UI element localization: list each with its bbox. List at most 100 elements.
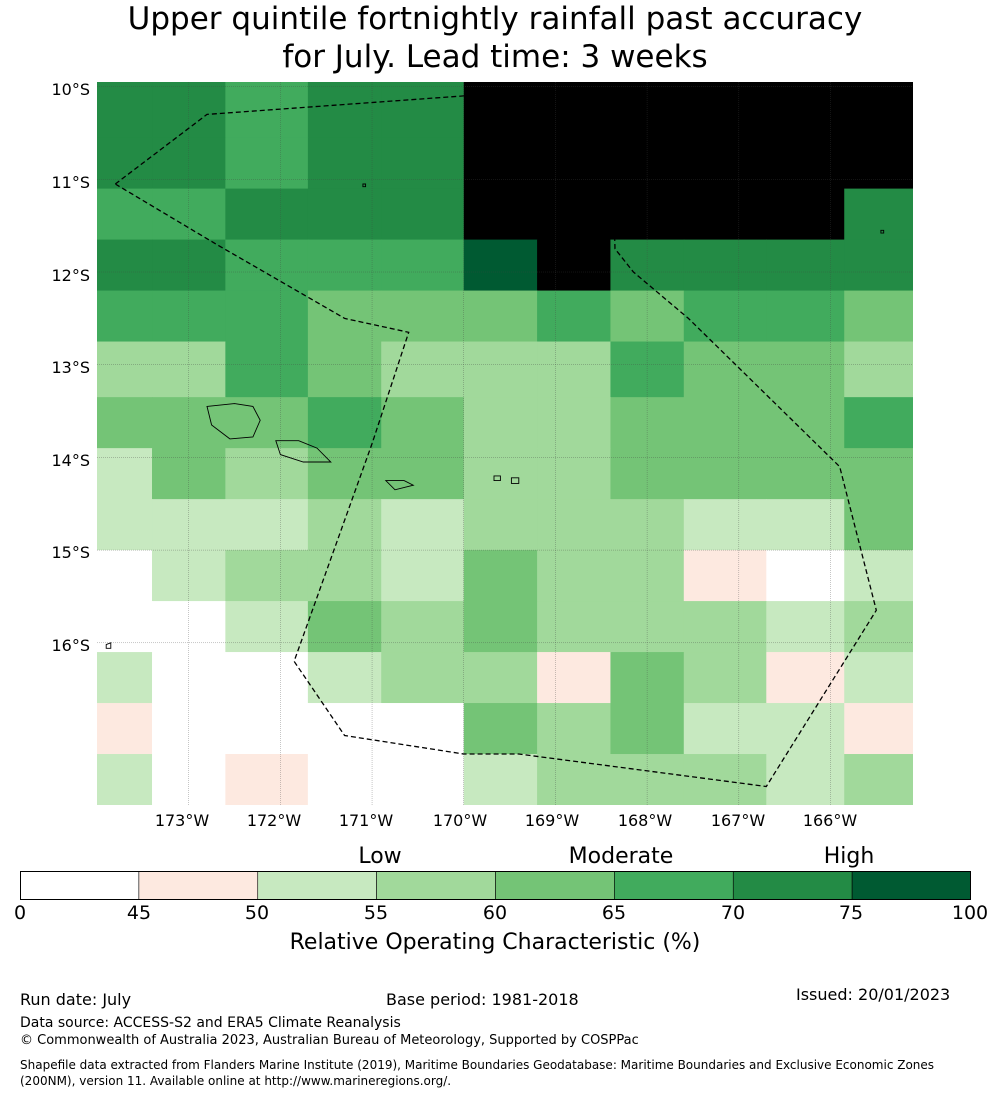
grid-cell	[307, 448, 382, 500]
grid-cell	[307, 290, 382, 343]
colorbar-segment	[732, 871, 853, 900]
lat-tick-15s: 15°S	[51, 543, 90, 562]
grid-cell	[537, 754, 612, 805]
eez-boundary	[114, 90, 877, 788]
grid-cell	[537, 188, 612, 241]
grid-cell	[97, 448, 153, 500]
grid-cell	[683, 550, 767, 602]
grid-cell	[225, 341, 309, 398]
grid-cell	[381, 341, 465, 398]
colorbar-title: Relative Operating Characteristic (%)	[289, 930, 701, 955]
grid-cell	[463, 448, 538, 500]
grid-cell	[463, 290, 538, 343]
lat-tick-10s: 10°S	[51, 80, 90, 99]
grid-cell	[844, 397, 913, 449]
grid-cell	[766, 290, 845, 343]
grid-cell	[225, 137, 309, 190]
grid-cell	[381, 137, 465, 190]
grid-cell	[683, 137, 767, 190]
colorbar-segment	[376, 871, 496, 900]
grid-cell	[610, 341, 685, 398]
colorbar-tick-60: 60	[482, 902, 508, 924]
grid-cell	[766, 188, 845, 241]
grid-cell	[844, 137, 913, 190]
grid-cells	[97, 82, 913, 805]
grid-cell	[381, 448, 465, 500]
grid-cell	[463, 137, 538, 190]
grid-cell	[97, 754, 153, 805]
grid-cell	[225, 448, 309, 500]
category-high: High	[823, 844, 875, 869]
eez-boundary-line	[114, 90, 877, 788]
grid-cell	[152, 188, 226, 241]
lon-tick-172w: 172°W	[246, 811, 302, 830]
colorbar-tick-75: 75	[838, 902, 864, 924]
grid-cell	[683, 754, 767, 805]
grid-cell	[537, 703, 612, 755]
grid-cell	[381, 754, 465, 805]
grid-cell	[97, 652, 153, 704]
grid-cell	[683, 448, 767, 500]
grid-cell	[97, 137, 153, 190]
colorbar-segment	[138, 871, 259, 900]
grid-cell	[225, 550, 309, 602]
grid-cell	[463, 754, 538, 805]
grid-cell	[766, 82, 845, 139]
grid-cell	[463, 652, 538, 704]
grid-cell	[152, 601, 226, 653]
grid-cell	[307, 652, 382, 704]
grid-cell	[463, 341, 538, 398]
grid-cell	[381, 82, 465, 139]
grid-cell	[683, 82, 767, 139]
grid-cell	[307, 397, 382, 449]
grid-cell	[610, 652, 685, 704]
grid-cell	[844, 703, 913, 755]
grid-cell	[610, 239, 685, 292]
colorbar-segment	[614, 871, 734, 900]
lat-tick-11s: 11°S	[51, 173, 90, 192]
grid-cell	[683, 652, 767, 704]
grid-cell	[844, 754, 913, 805]
grid-cell	[225, 601, 309, 653]
grid-cell	[152, 499, 226, 551]
island-outline	[105, 642, 112, 649]
grid-cell	[844, 239, 913, 292]
grid-cell	[381, 397, 465, 449]
lon-tick-169w: 169°W	[524, 811, 580, 830]
grid-cell	[766, 239, 845, 292]
grid-cell	[463, 397, 538, 449]
grid-cell	[683, 239, 767, 292]
grid-cell	[381, 188, 465, 241]
grid-cell	[463, 239, 538, 292]
grid-cell	[225, 290, 309, 343]
grid-cell	[381, 703, 465, 755]
grid-cell	[844, 290, 913, 343]
colorbar-tick-50: 50	[244, 902, 270, 924]
grid-cell	[537, 82, 612, 139]
data-source: Data source: ACCESS-S2 and ERA5 Climate …	[20, 1015, 401, 1031]
colorbar-tick-70: 70	[720, 902, 746, 924]
grid-cell	[97, 397, 153, 449]
lon-tick-166w: 166°W	[802, 811, 858, 830]
map-title: Upper quintile fortnightly rainfall past…	[0, 0, 990, 76]
grid-cell	[152, 137, 226, 190]
title-line-2: for July. Lead time: 3 weeks	[282, 39, 708, 75]
grid-cell	[225, 188, 309, 241]
grid-cell	[463, 550, 538, 602]
grid-cell	[97, 290, 153, 343]
colorbar	[20, 871, 971, 900]
grid-cell	[766, 703, 845, 755]
grid-cell	[610, 137, 685, 190]
grid-cell	[537, 499, 612, 551]
grid-cell	[766, 448, 845, 500]
grid-cell	[844, 188, 913, 241]
copyright: © Commonwealth of Australia 2023, Austra…	[20, 1033, 639, 1048]
grid-cell	[537, 550, 612, 602]
grid-cell	[610, 601, 685, 653]
colorbar-tick-45: 45	[126, 902, 152, 924]
grid-cell	[225, 499, 309, 551]
grid-cell	[307, 239, 382, 292]
grid-cell	[463, 703, 538, 755]
base-period: Base period: 1981-2018	[386, 990, 579, 1009]
grid-cell	[610, 188, 685, 241]
